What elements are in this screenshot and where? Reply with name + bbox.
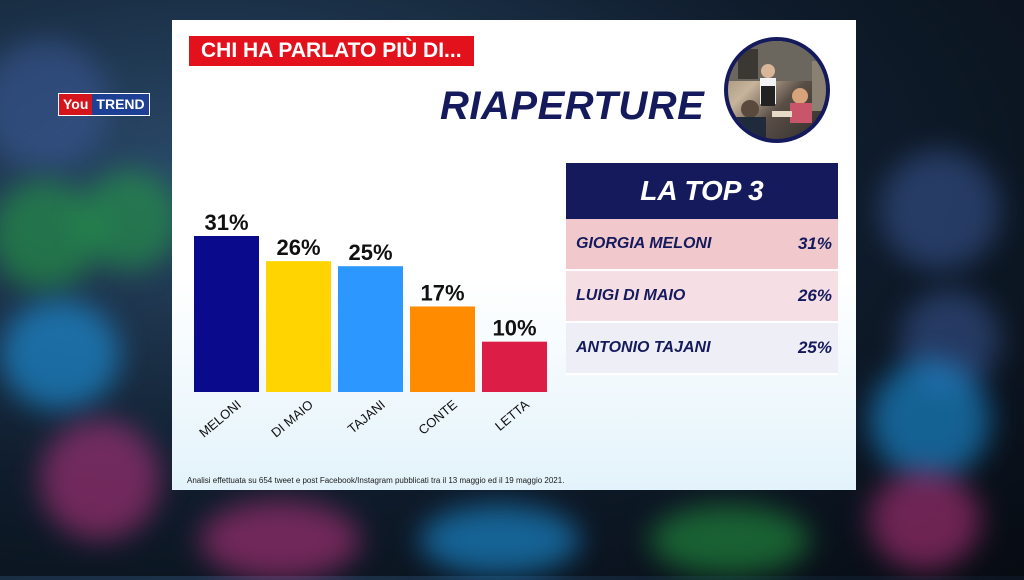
background-blob bbox=[420, 505, 580, 575]
category-label: TAJANI bbox=[345, 397, 388, 437]
page-title: RIAPERTURE bbox=[440, 84, 705, 128]
background-blob bbox=[200, 500, 360, 580]
background-blob bbox=[40, 420, 160, 540]
value-label-group: 31% 26% 25% 17% 10% bbox=[204, 210, 536, 341]
top3-name: ANTONIO TAJANI bbox=[576, 339, 711, 356]
bar-value-label: 26% bbox=[276, 235, 320, 260]
youtrend-logo: You TREND bbox=[58, 93, 150, 116]
category-label: LETTA bbox=[492, 397, 532, 434]
background-blob bbox=[870, 360, 990, 480]
top3-row: ANTONIO TAJANI 25% bbox=[566, 323, 838, 375]
category-label: DI MAIO bbox=[268, 397, 316, 441]
background-blob bbox=[880, 150, 1000, 270]
logo-part-trend: TREND bbox=[92, 94, 149, 115]
logo-part-you: You bbox=[59, 94, 93, 115]
top3-value: 25% bbox=[797, 338, 832, 357]
category-label-group: MELONI DI MAIO TAJANI CONTE LETTA bbox=[196, 397, 532, 441]
background-blob bbox=[80, 170, 180, 270]
bar-conte bbox=[410, 306, 475, 392]
bar-value-label: 17% bbox=[420, 280, 464, 305]
background-blob bbox=[870, 470, 980, 570]
category-label: CONTE bbox=[415, 397, 460, 438]
top3-row: LUIGI DI MAIO 26% bbox=[566, 271, 838, 323]
bar-di-maio bbox=[266, 261, 331, 392]
bar-meloni bbox=[194, 236, 259, 392]
bar-value-label: 31% bbox=[204, 210, 248, 235]
bar-tajani bbox=[338, 266, 403, 392]
top3-name: GIORGIA MELONI bbox=[576, 235, 712, 252]
background-blob bbox=[650, 505, 810, 575]
footnote: Analisi effettuata su 654 tweet e post F… bbox=[187, 476, 565, 485]
restaurant-photo bbox=[724, 37, 830, 143]
bar-letta bbox=[482, 341, 547, 392]
header-tag: CHI HA PARLATO PIÙ DI... bbox=[189, 36, 474, 66]
chart-card: CHI HA PARLATO PIÙ DI... RIAPERTURE 31% 2… bbox=[172, 20, 856, 490]
photo-illustration bbox=[728, 41, 826, 139]
top3-row: GIORGIA MELONI 31% bbox=[566, 219, 838, 271]
top3-panel: LA TOP 3 GIORGIA MELONI 31% LUIGI DI MAI… bbox=[566, 163, 838, 375]
bar-chart: 31% 26% 25% 17% 10% MELONI DI MAIO TAJANI CONTE… bbox=[194, 210, 547, 441]
bar-value-label: 25% bbox=[348, 240, 392, 265]
background-blob bbox=[0, 300, 120, 410]
top3-title: LA TOP 3 bbox=[566, 163, 838, 219]
top3-value: 31% bbox=[797, 234, 832, 253]
top3-value: 26% bbox=[797, 286, 832, 305]
category-label: MELONI bbox=[196, 397, 244, 441]
bar-value-label: 10% bbox=[492, 316, 536, 341]
bar-group bbox=[194, 236, 547, 392]
top3-name: LUIGI DI MAIO bbox=[576, 287, 686, 304]
